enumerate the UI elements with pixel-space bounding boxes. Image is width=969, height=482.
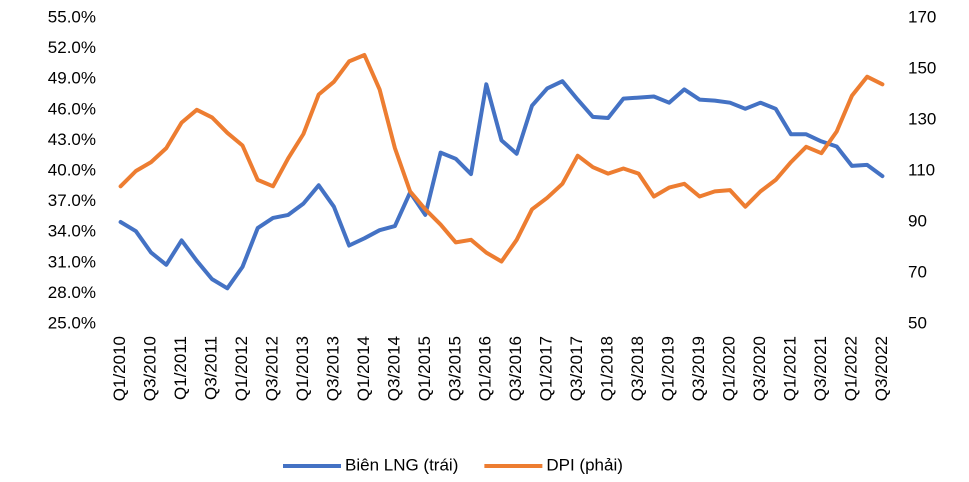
series-line xyxy=(118,53,885,264)
y-tick-label: 55.0% xyxy=(48,7,96,26)
series-line xyxy=(118,79,885,291)
x-tick-label: Q1/2015 xyxy=(415,336,434,401)
x-tick-label: Q3/2012 xyxy=(262,336,281,401)
x-tick-label: Q1/2020 xyxy=(720,336,739,401)
x-tick-label: Q1/2012 xyxy=(232,336,251,401)
x-tick-label: Q1/2017 xyxy=(537,336,556,401)
x-tick-label: Q3/2011 xyxy=(202,336,221,400)
x-tick-label: Q3/2010 xyxy=(141,336,160,401)
x-tick-label: Q1/2021 xyxy=(780,336,799,401)
x-tick-label: Q3/2015 xyxy=(445,336,464,401)
y2-tick-label: 150 xyxy=(908,58,936,77)
y-tick-label: 52.0% xyxy=(48,38,96,57)
x-tick-label: Q3/2016 xyxy=(506,336,525,401)
x-tick-label: Q3/2021 xyxy=(811,336,830,401)
y-tick-label: 40.0% xyxy=(48,160,96,179)
y2-tick-label: 110 xyxy=(908,160,935,179)
x-tick-label: Q3/2013 xyxy=(323,336,342,401)
y-tick-label: 34.0% xyxy=(48,222,96,241)
legend-label: DPI (phải) xyxy=(546,455,623,474)
x-tick-label: Q1/2010 xyxy=(110,336,129,401)
y-tick-label: 46.0% xyxy=(48,99,96,118)
y2-tick-label: 50 xyxy=(908,313,927,332)
x-tick-label: Q3/2014 xyxy=(384,336,403,401)
y2-tick-label: 70 xyxy=(908,262,927,281)
x-tick-label: Q1/2011 xyxy=(171,336,190,400)
x-tick-label: Q3/2022 xyxy=(872,336,891,401)
x-tick-label: Q3/2018 xyxy=(628,336,647,401)
y-tick-label: 28.0% xyxy=(48,283,96,302)
x-tick-label: Q3/2019 xyxy=(689,336,708,401)
x-tick-label: Q1/2014 xyxy=(354,336,373,401)
x-tick-label: Q1/2013 xyxy=(293,336,312,401)
x-tick-label: Q3/2020 xyxy=(750,336,769,401)
x-tick-label: Q1/2016 xyxy=(476,336,495,401)
legend-label: Biên LNG (trái) xyxy=(345,455,458,474)
y-tick-label: 43.0% xyxy=(48,130,96,149)
x-tick-label: Q1/2019 xyxy=(659,336,678,401)
x-tick-label: Q3/2017 xyxy=(567,336,586,401)
y-tick-label: 25.0% xyxy=(48,313,96,332)
x-tick-label: Q1/2018 xyxy=(598,336,617,401)
y2-tick-label: 170 xyxy=(908,7,936,26)
y-tick-label: 37.0% xyxy=(48,191,96,210)
y2-tick-label: 130 xyxy=(908,109,936,128)
x-tick-label: Q1/2022 xyxy=(841,336,860,401)
y2-tick-label: 90 xyxy=(908,211,927,230)
y-tick-label: 49.0% xyxy=(48,69,96,88)
y-tick-label: 31.0% xyxy=(48,252,96,271)
